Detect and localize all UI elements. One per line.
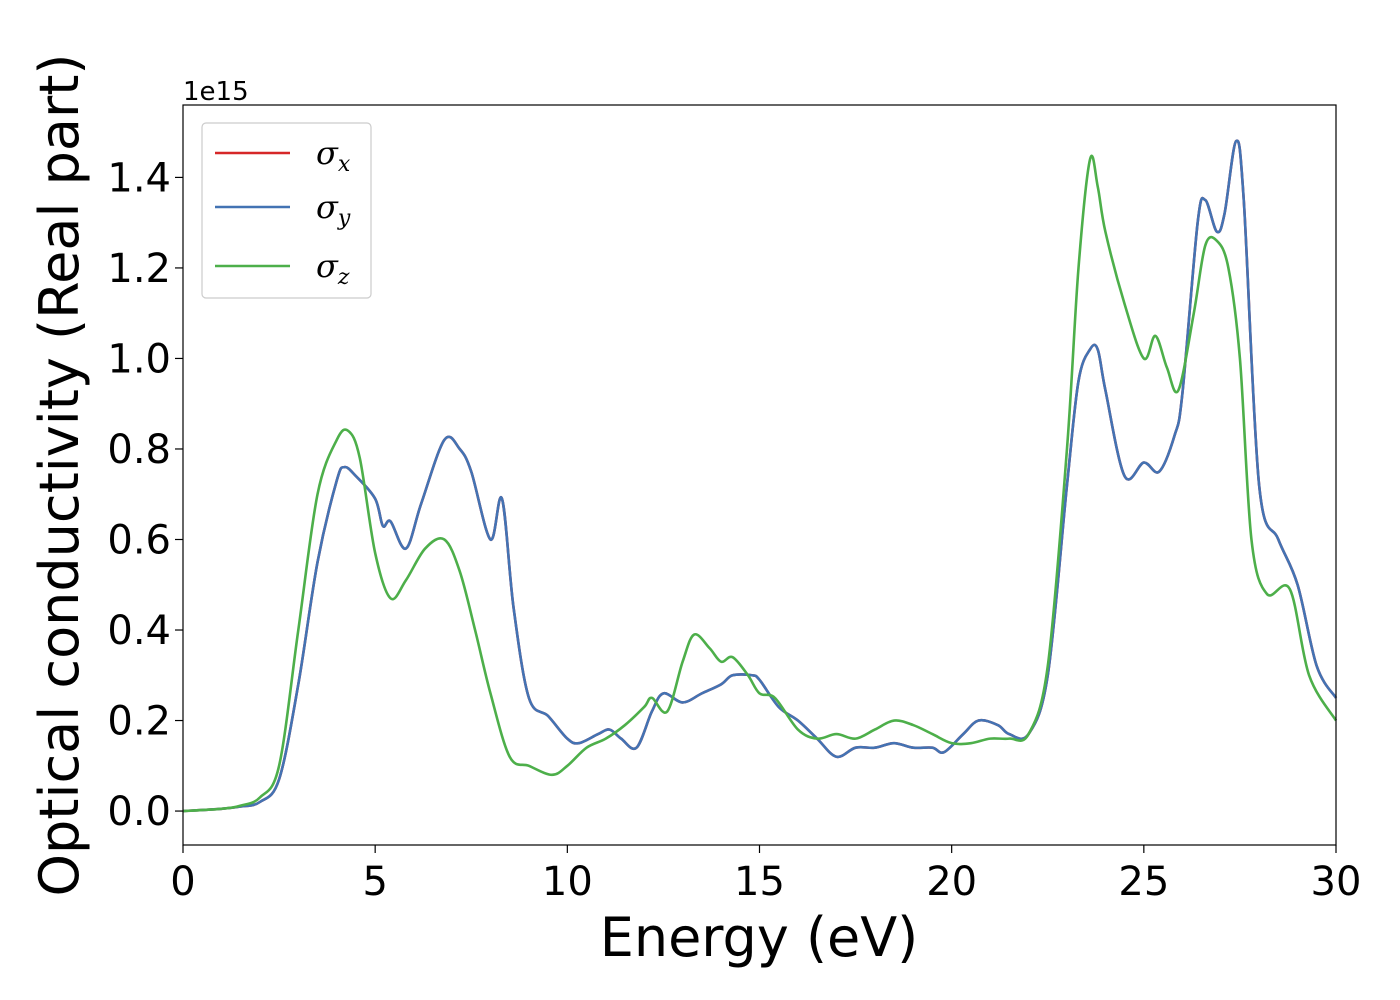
legend-label-y: σy <box>316 188 351 231</box>
legend: σx σy σz <box>201 122 372 299</box>
y-offset-label: 1e15 <box>183 77 249 107</box>
y-tick-label: 0.0 <box>107 789 171 835</box>
x-tick-label: 25 <box>1118 859 1169 905</box>
y-axis: 0.0 0.2 0.4 0.6 0.8 1.0 1.2 1.4 <box>107 155 183 835</box>
x-axis: 0 5 10 15 20 25 30 <box>170 845 1361 905</box>
x-axis-title: Energy (eV) <box>600 906 919 969</box>
y-tick-label: 1.0 <box>107 336 171 382</box>
legend-label-z: σz <box>316 247 350 290</box>
x-tick-label: 0 <box>170 859 195 905</box>
series-lines <box>182 139 1338 813</box>
x-tick-label: 15 <box>734 859 785 905</box>
y-tick-label: 0.6 <box>107 517 171 563</box>
y-tick-label: 0.4 <box>107 608 171 654</box>
y-tick-label: 1.4 <box>107 155 171 201</box>
plot-area <box>183 105 1336 845</box>
y-axis-title: Optical conductivity (Real part) <box>28 54 91 897</box>
series-line-z <box>182 154 1338 813</box>
y-tick-label: 0.8 <box>107 427 171 473</box>
legend-label-x: σx <box>316 134 351 177</box>
x-tick-label: 5 <box>362 859 387 905</box>
y-tick-label: 1.2 <box>107 246 171 292</box>
x-tick-label: 10 <box>542 859 593 905</box>
legend-box <box>201 122 372 299</box>
x-tick-label: 30 <box>1311 859 1362 905</box>
y-tick-label: 0.2 <box>107 699 171 745</box>
x-tick-label: 20 <box>926 859 977 905</box>
